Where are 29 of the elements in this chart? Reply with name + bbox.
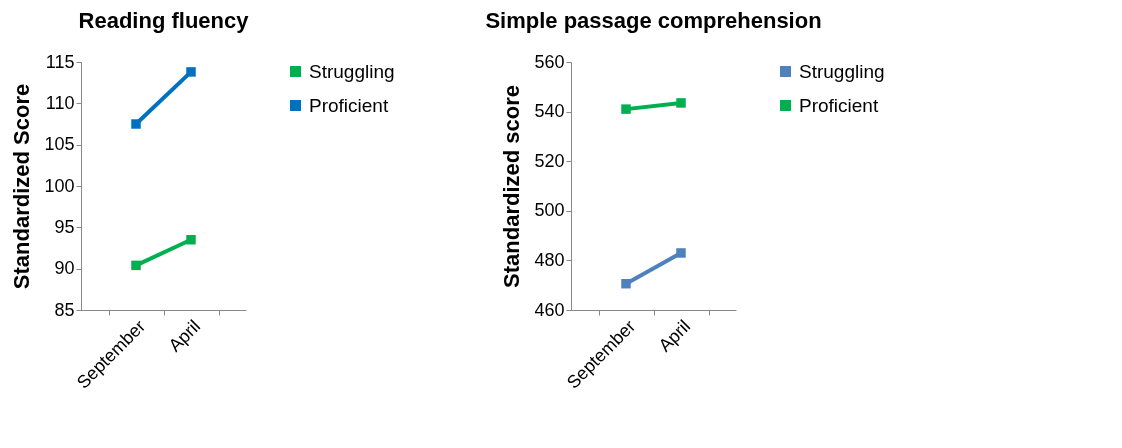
y-axis-title: Standardized Score [9, 83, 35, 290]
point [186, 67, 196, 77]
point [676, 248, 686, 258]
point [621, 104, 631, 114]
y-tick-label: 500 [534, 200, 565, 221]
y-tick-label: 105 [44, 134, 75, 155]
point [131, 260, 141, 271]
y-axis-title: Standardized score [499, 85, 525, 288]
legend-label: Proficient [309, 94, 389, 116]
point [676, 98, 686, 108]
y-tick-label: 90 [54, 258, 75, 279]
point [131, 119, 141, 129]
point [186, 234, 196, 245]
legend-label: Struggling [309, 60, 395, 82]
y-tick-label: 460 [534, 299, 565, 320]
y-tick-label: 540 [534, 101, 565, 122]
legend-label: Proficient [799, 94, 879, 116]
y-tick-label: 520 [534, 150, 565, 171]
chart-title: Simple passage comprehension [485, 8, 822, 33]
y-tick-label: 480 [534, 249, 565, 270]
point [621, 278, 631, 289]
chart-title: Reading fluency [78, 8, 250, 33]
y-tick-label: 115 [45, 51, 75, 72]
y-tick-label: 85 [54, 299, 75, 320]
y-tick-label: 100 [44, 175, 75, 196]
y-tick-label: 95 [54, 216, 75, 237]
y-tick-label: 560 [534, 51, 565, 72]
y-tick-label: 110 [45, 92, 75, 113]
legend-label: Struggling [799, 60, 885, 82]
